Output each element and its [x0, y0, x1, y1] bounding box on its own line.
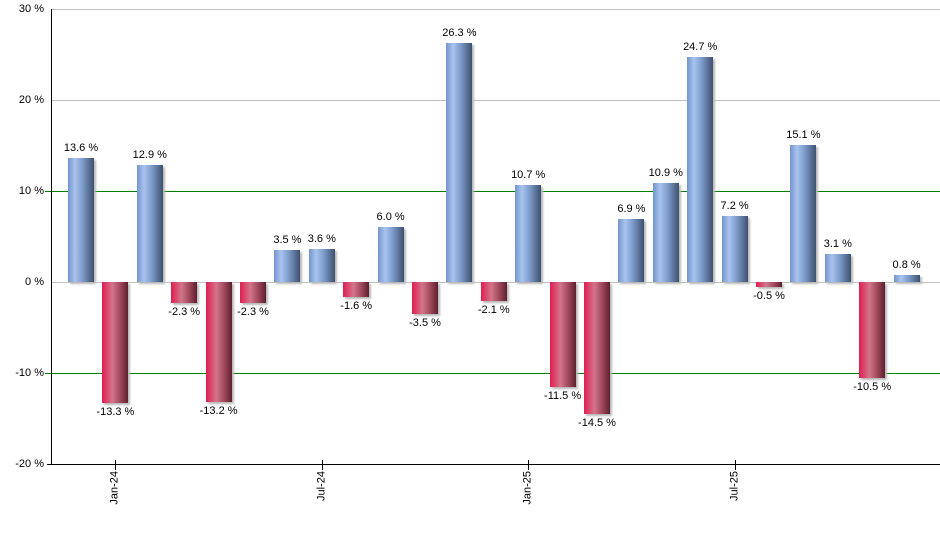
bar-value-label: -0.5 % — [753, 289, 785, 302]
gridline-20 — [51, 100, 940, 101]
bar-value-label: -1.6 % — [340, 299, 373, 312]
bar-Jun-25 — [687, 57, 714, 282]
gridline-30 — [51, 9, 940, 10]
y-axis-tick-label: 20 % — [18, 94, 44, 106]
bar-Dec-24 — [480, 282, 507, 302]
gridline-green--10 — [45, 373, 940, 374]
bar-value-label: 13.6 % — [63, 142, 99, 155]
bar-Oct-25 — [824, 253, 851, 282]
bar-value-label: -14.5 % — [578, 416, 616, 429]
x-axis-line — [47, 464, 940, 465]
bar-Aug-25 — [756, 282, 782, 287]
x-axis-tick-label: Jan-25 — [521, 471, 534, 505]
bar-value-label: 26.3 % — [442, 26, 477, 39]
bar-value-label: 3.1 % — [823, 237, 852, 250]
bar-value-label: 12.9 % — [132, 148, 167, 161]
bar-value-label: 7.2 % — [720, 200, 749, 213]
bar-Mar-25 — [584, 282, 610, 414]
bar-value-label: -2.3 % — [237, 305, 269, 318]
y-axis-line — [51, 9, 52, 465]
gridline-green-10 — [45, 191, 940, 192]
bar-value-label: -2.3 % — [168, 305, 201, 318]
bar-Oct-24 — [412, 282, 438, 314]
bar-Sep-24 — [377, 227, 404, 282]
bar-value-label: 24.7 % — [683, 41, 718, 54]
bar-value-label: -3.5 % — [409, 316, 441, 329]
bar-Sep-25 — [790, 144, 817, 282]
bar-value-label: -13.2 % — [199, 405, 238, 418]
bar-Apr-24 — [205, 282, 232, 403]
x-axis-tick — [115, 460, 116, 470]
y-axis-tick-label: -20 % — [15, 458, 44, 470]
bar-Nov-25 — [859, 282, 886, 378]
bar-May-24 — [240, 282, 266, 303]
bar-Aug-24 — [343, 282, 370, 297]
bar-value-label: -2.1 % — [477, 304, 510, 317]
bar-Jun-24 — [274, 250, 301, 282]
y-axis-tick-label: 30 % — [18, 3, 44, 15]
bar-Jan-24 — [102, 282, 129, 404]
bar-value-label: 15.1 % — [786, 128, 821, 141]
bar-value-label: 6.0 % — [376, 211, 405, 224]
y-axis-tick-label: 0 % — [25, 276, 44, 288]
bar-Dec-25 — [893, 274, 920, 282]
x-axis-tick-label: Jul-25 — [728, 471, 741, 501]
bar-value-label: -13.3 % — [96, 406, 135, 419]
bar-Apr-25 — [618, 219, 645, 282]
bar-Jan-25 — [515, 184, 542, 282]
bar-Mar-24 — [171, 282, 198, 303]
bar-Jul-24 — [308, 249, 335, 282]
bar-value-label: 6.9 % — [617, 203, 646, 216]
bar-value-label: 3.6 % — [307, 233, 336, 246]
x-axis-tick-label: Jan-24 — [108, 471, 121, 505]
bar-Dec-23 — [68, 158, 94, 282]
bar-May-25 — [652, 182, 679, 282]
bar-value-label: -10.5 % — [853, 380, 892, 393]
bar-Feb-25 — [549, 282, 576, 387]
bar-value-label: 10.7 % — [511, 168, 546, 181]
bar-value-label: 3.5 % — [273, 234, 302, 247]
bar-Jul-25 — [721, 216, 748, 282]
bar-Feb-24 — [136, 164, 163, 282]
x-axis-tick-label: Jul-24 — [315, 471, 328, 501]
x-axis-tick — [322, 460, 323, 470]
x-axis-tick — [735, 460, 736, 470]
bar-value-label: 0.8 % — [892, 258, 921, 271]
x-axis-tick — [528, 460, 529, 470]
y-axis-tick-label: 10 % — [18, 185, 44, 197]
bar-value-label: 10.9 % — [648, 166, 683, 179]
bar-Nov-24 — [446, 42, 473, 282]
bar-value-label: -11.5 % — [544, 389, 582, 402]
y-axis-tick-label: -10 % — [15, 367, 44, 379]
